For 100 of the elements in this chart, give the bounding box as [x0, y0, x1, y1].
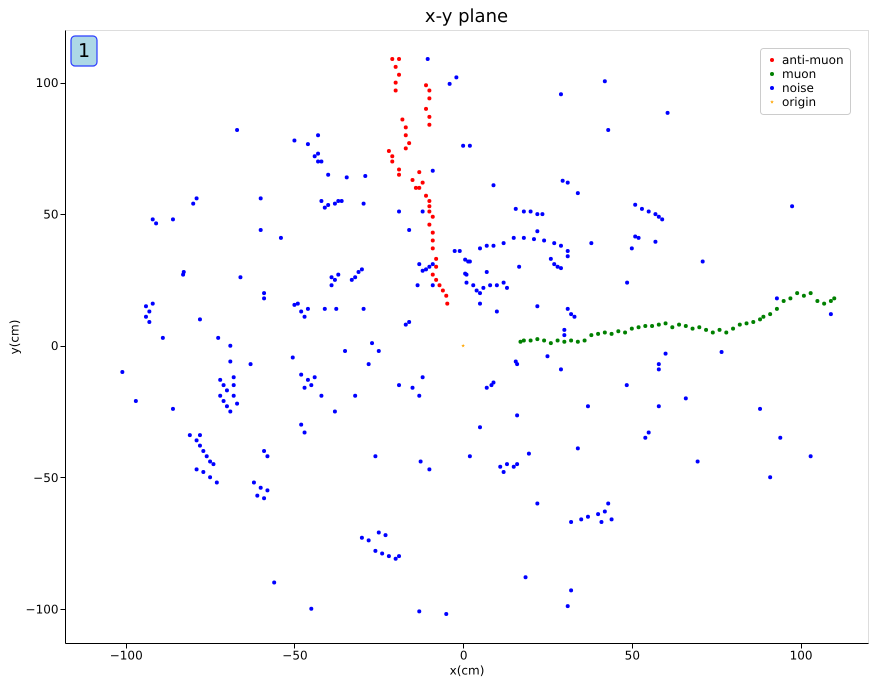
- point: [522, 338, 526, 342]
- point: [461, 344, 466, 348]
- point: [410, 178, 415, 182]
- point: [548, 341, 553, 346]
- annotation: 1: [78, 40, 90, 62]
- x-tick-label: 50: [624, 648, 640, 662]
- point: [427, 122, 432, 127]
- point: [434, 256, 438, 261]
- point: [542, 338, 546, 342]
- point: [610, 332, 614, 336]
- point: [407, 141, 412, 146]
- point: [397, 56, 402, 61]
- point: [582, 338, 587, 342]
- point: [589, 333, 594, 338]
- point: [440, 288, 445, 292]
- point: [404, 133, 408, 138]
- point: [420, 180, 425, 185]
- point: [731, 326, 736, 331]
- y-tick-label: 100: [36, 76, 58, 90]
- legend-label: anti-muon: [782, 53, 844, 67]
- legend-label: origin: [782, 95, 816, 109]
- point: [684, 324, 688, 328]
- point: [430, 272, 435, 277]
- legend-label: muon: [782, 67, 816, 81]
- point: [445, 302, 450, 306]
- point: [417, 186, 422, 190]
- point: [761, 314, 766, 319]
- point: [417, 170, 422, 174]
- point: [802, 294, 806, 298]
- point: [528, 338, 533, 342]
- point: [434, 278, 438, 282]
- point: [650, 324, 654, 328]
- point: [822, 302, 826, 306]
- point: [535, 337, 540, 342]
- point: [556, 338, 560, 342]
- point: [390, 160, 394, 164]
- x-axis-title: x(cm): [450, 664, 484, 678]
- point: [427, 204, 432, 208]
- point: [562, 340, 566, 344]
- point: [724, 330, 728, 335]
- point: [690, 326, 695, 331]
- x-tick-label: −100: [110, 648, 143, 662]
- y-tick-label: 0: [50, 339, 58, 354]
- point: [424, 106, 428, 111]
- y-tick-label: −100: [26, 602, 58, 616]
- point: [430, 214, 435, 219]
- point: [404, 125, 408, 130]
- point: [438, 283, 442, 288]
- point: [697, 325, 702, 330]
- y-axis-title: y(cm): [8, 320, 22, 354]
- point: [744, 321, 749, 326]
- point: [602, 330, 607, 335]
- y-tick-label: −50: [33, 470, 58, 485]
- point: [718, 328, 722, 332]
- point: [444, 294, 448, 298]
- point: [390, 154, 394, 158]
- x-tick-label: 0: [460, 648, 468, 662]
- point: [397, 72, 402, 77]
- x-tick-label: −50: [282, 648, 308, 662]
- point: [394, 64, 398, 69]
- point: [518, 340, 522, 344]
- point: [427, 114, 432, 119]
- point: [808, 291, 813, 296]
- point: [397, 167, 402, 172]
- point: [616, 329, 620, 334]
- point: [424, 194, 428, 198]
- y-tick-label: 50: [43, 208, 58, 222]
- legend-label: noise: [782, 81, 814, 95]
- point: [434, 264, 438, 269]
- point: [427, 210, 432, 214]
- x-tick-label: 100: [790, 648, 812, 662]
- point: [782, 298, 786, 303]
- point: [788, 296, 792, 300]
- point: [832, 296, 836, 300]
- point: [424, 83, 428, 88]
- point: [738, 322, 742, 327]
- point: [427, 96, 432, 100]
- point: [404, 146, 408, 150]
- point: [623, 330, 628, 335]
- point: [630, 326, 634, 331]
- point: [774, 306, 779, 311]
- point: [670, 325, 674, 330]
- point: [394, 80, 398, 85]
- point: [795, 291, 800, 296]
- point: [828, 298, 833, 303]
- point: [390, 56, 394, 61]
- point: [636, 325, 641, 330]
- point: [815, 298, 820, 303]
- point: [386, 149, 391, 154]
- point: [414, 186, 418, 190]
- point: [576, 340, 580, 344]
- point: [596, 332, 600, 336]
- point: [569, 338, 574, 342]
- point: [427, 88, 432, 93]
- point: [427, 199, 432, 204]
- point: [704, 328, 708, 332]
- point: [751, 320, 756, 324]
- point: [430, 246, 435, 250]
- point: [664, 321, 668, 326]
- point: [430, 230, 435, 235]
